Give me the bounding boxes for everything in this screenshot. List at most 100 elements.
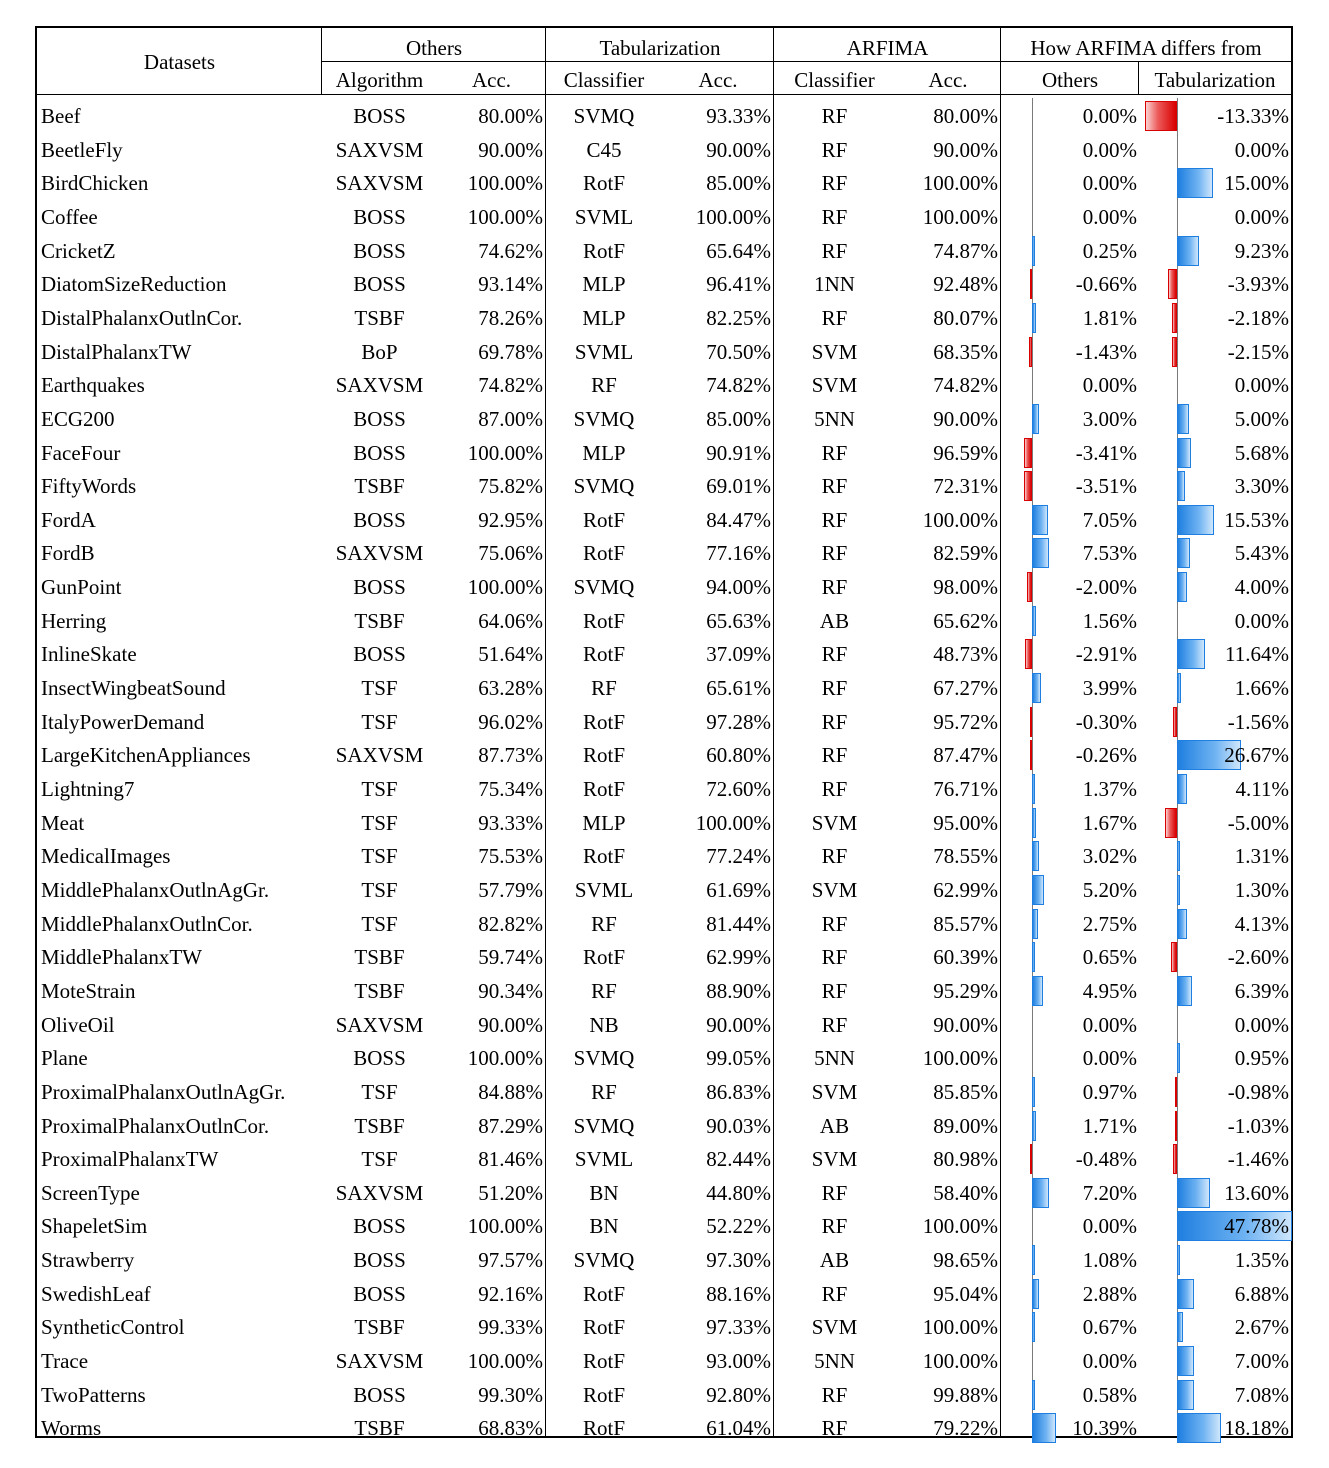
others-algorithm: BOSS (353, 406, 406, 431)
others-algorithm: TSF (361, 1079, 398, 1104)
others-acc: 80.00% (478, 104, 543, 128)
arfima-acc: 65.62% (933, 608, 998, 633)
diff-others: 5.20% (1082, 877, 1137, 902)
tab-acc: 100.00% (695, 204, 771, 229)
tab-acc: 69.01% (706, 474, 771, 499)
arfima-acc: 85.57% (933, 911, 998, 936)
tab-acc: 77.16% (706, 541, 771, 566)
dataset-name: FordB (41, 541, 95, 566)
tab-acc: 90.91% (706, 440, 771, 465)
header-datasets: Datasets (143, 50, 216, 74)
others-acc: 87.00% (478, 406, 543, 431)
bar-tabularization (1177, 1379, 1194, 1410)
others-acc: 97.57% (478, 1248, 543, 1273)
arfima-acc: 80.07% (933, 305, 998, 330)
diff-tabularization: 1.66% (1234, 676, 1289, 701)
bar-tabularization (1177, 1312, 1184, 1343)
bar-tabularization (1171, 336, 1177, 367)
diff-others: 2.88% (1082, 1281, 1137, 1306)
bar-others (1032, 605, 1036, 636)
others-algorithm: TSF (361, 777, 398, 801)
tab-acc: 92.80% (706, 1382, 771, 1407)
others-acc: 100.00% (467, 575, 543, 600)
others-acc: 81.46% (478, 1147, 543, 1172)
tab-acc: 96.41% (706, 272, 771, 297)
bar-tabularization (1177, 774, 1187, 804)
bar-others (1032, 1379, 1035, 1410)
diff-others: 0.97% (1082, 1079, 1137, 1104)
dataset-name: TwoPatterns (41, 1382, 146, 1407)
others-acc: 51.20% (478, 1180, 543, 1205)
others-algorithm: BOSS (353, 1281, 406, 1306)
arfima-acc: 74.87% (933, 238, 998, 263)
others-algorithm: TSF (361, 877, 398, 902)
diff-tabularization: 47.78% (1224, 1214, 1289, 1239)
diff-tabularization: 0.00% (1234, 608, 1289, 633)
bar-others (1032, 1110, 1036, 1141)
diff-tabularization: -0.98% (1227, 1079, 1289, 1104)
bar-others (1032, 975, 1044, 1006)
arfima-classifier: RF (821, 1416, 848, 1441)
others-algorithm: BOSS (353, 204, 406, 229)
diff-tabularization: 9.23% (1234, 238, 1289, 263)
dataset-name: MiddlePhalanxOutlnAgGr. (41, 877, 270, 902)
bar-tabularization (1177, 841, 1181, 872)
tab-acc: 82.44% (706, 1147, 771, 1172)
diff-others: 1.08% (1082, 1248, 1137, 1273)
tab-classifier: RF (591, 911, 617, 936)
others-acc: 100.00% (467, 440, 543, 465)
others-algorithm: TSF (361, 709, 398, 734)
arfima-classifier: RF (821, 1180, 848, 1205)
tab-classifier: SVMQ (573, 1113, 635, 1138)
diff-tabularization: 4.11% (1235, 777, 1289, 801)
dataset-name: ShapeletSim (41, 1214, 148, 1239)
arfima-acc: 80.98% (933, 1147, 998, 1172)
arfima-classifier: 5NN (814, 1046, 855, 1071)
diff-tabularization: 1.31% (1234, 844, 1289, 869)
tab-classifier: SVML (574, 877, 634, 902)
tab-classifier: MLP (582, 272, 626, 297)
diff-tabularization: -2.60% (1227, 945, 1289, 970)
tab-acc: 52.22% (706, 1214, 771, 1239)
diff-others: 0.00% (1082, 137, 1137, 162)
diff-tabularization: 3.30% (1234, 474, 1289, 499)
dataset-name: FiftyWords (41, 474, 137, 499)
others-algorithm: TSF (361, 676, 398, 701)
bar-tabularization (1177, 403, 1189, 434)
dataset-name: ScreenType (41, 1180, 140, 1205)
diff-others: -0.66% (1075, 272, 1137, 297)
dataset-name: FordA (41, 507, 96, 532)
tab-acc: 88.90% (706, 978, 771, 1003)
diff-others: 7.20% (1082, 1180, 1137, 1205)
diff-tabularization: 15.53% (1224, 507, 1289, 532)
others-algorithm: TSBF (354, 945, 405, 970)
tab-classifier: RotF (582, 1349, 626, 1374)
tab-acc: 84.47% (706, 507, 771, 532)
diff-tabularization: -1.03% (1227, 1113, 1289, 1138)
dataset-name: DiatomSizeReduction (41, 272, 227, 297)
bar-others (1032, 504, 1049, 535)
diff-tabularization: 4.13% (1234, 911, 1289, 936)
rule-h-groups (322, 61, 1001, 62)
tab-classifier: SVMQ (573, 104, 635, 128)
dataset-name: BeetleFly (41, 137, 123, 162)
others-acc: 74.82% (478, 373, 543, 398)
dataset-name: InsectWingbeatSound (41, 676, 226, 701)
others-algorithm: TSBF (354, 978, 405, 1003)
others-acc: 51.64% (478, 642, 543, 667)
others-acc: 64.06% (478, 608, 543, 633)
others-algorithm: BOSS (353, 1046, 406, 1071)
others-algorithm: SAXVSM (335, 373, 424, 398)
bar-others (1028, 336, 1032, 367)
dataset-name: ProximalPhalanxOutlnCor. (41, 1113, 270, 1138)
diff-others: 3.99% (1082, 676, 1137, 701)
others-algorithm: TSBF (354, 1315, 405, 1340)
bar-tabularization (1177, 1413, 1221, 1444)
tab-acc: 65.61% (706, 676, 771, 701)
tab-classifier: RotF (582, 1382, 626, 1407)
diff-others: 0.00% (1082, 204, 1137, 229)
bar-others (1032, 538, 1050, 569)
diff-tabularization: 6.88% (1234, 1281, 1289, 1306)
others-acc: 75.53% (478, 844, 543, 869)
tab-acc: 97.33% (706, 1315, 771, 1340)
